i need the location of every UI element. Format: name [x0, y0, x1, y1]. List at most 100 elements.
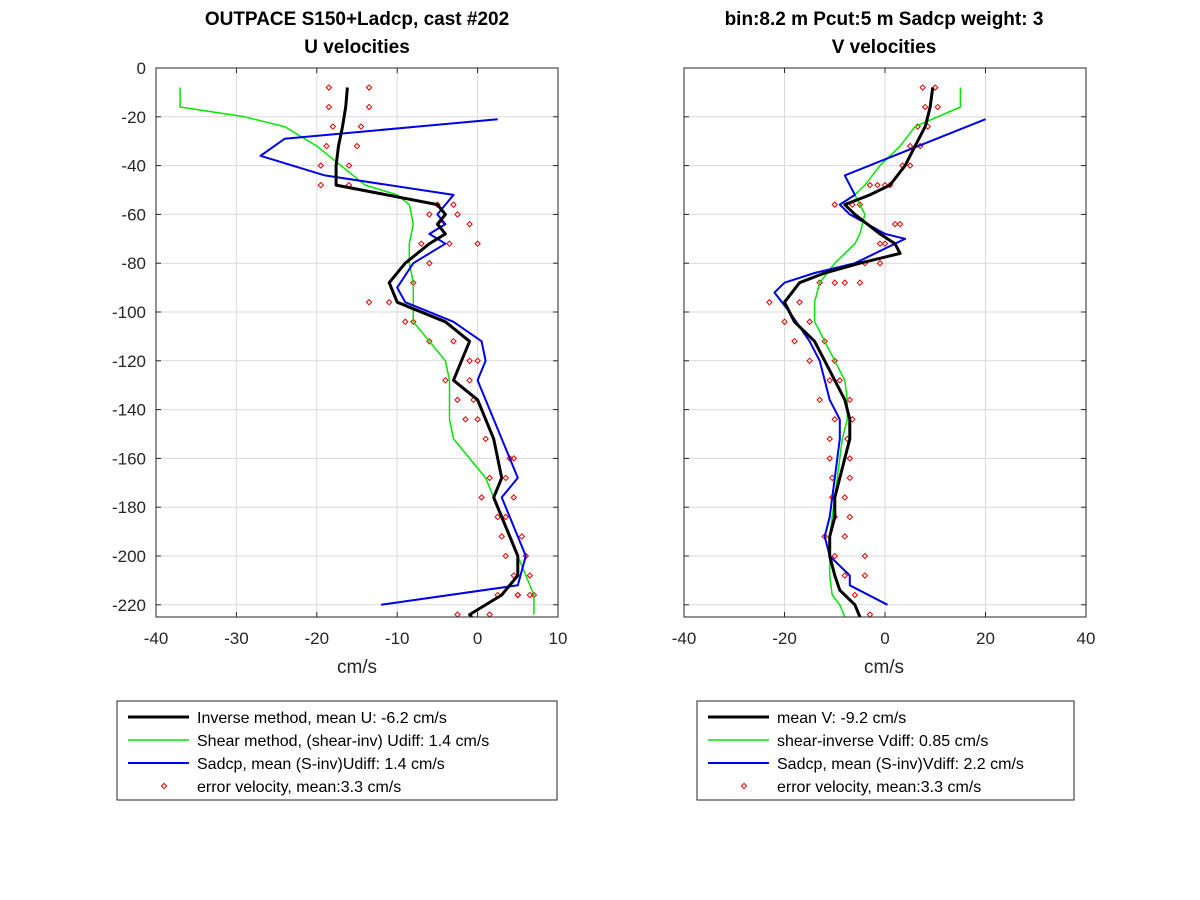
- u-y-tick-label: -40: [121, 157, 146, 176]
- u-x-axis-label: cm/s: [337, 657, 377, 678]
- v-error-marker: [881, 240, 889, 247]
- v-error-marker: [876, 259, 884, 267]
- v-error-marker: [876, 240, 884, 247]
- u-error-marker: [365, 298, 373, 306]
- v-x-tick-label: -40: [672, 629, 697, 648]
- u-error-marker: [323, 142, 330, 150]
- u-error-marker: [365, 103, 373, 111]
- v-error-marker: [831, 552, 839, 560]
- u-legend-label-inverse: Inverse method, mean U: -6.2 cm/s: [197, 710, 447, 727]
- v-error-marker: [806, 357, 813, 365]
- v-error-marker: [856, 279, 864, 287]
- u-plot-area: [156, 68, 558, 617]
- u-y-tick-label: -20: [121, 108, 146, 127]
- u-legend-label-sadcp: Sadcp, mean (S-inv)Udiff: 1.4 cm/s: [197, 756, 445, 773]
- u-y-tick-label: -200: [112, 547, 146, 566]
- u-error-marker: [450, 337, 457, 345]
- u-error-marker: [325, 84, 333, 91]
- v-error-marker: [826, 435, 834, 443]
- u-legend-box: [116, 700, 558, 801]
- u-y-tick-label: -100: [112, 303, 146, 322]
- v-error-marker: [851, 591, 859, 599]
- v-legend: mean V: -9.2 cm/s shear-inverse Vdiff: 0.…: [696, 700, 1075, 801]
- v-error-marker: [856, 201, 864, 208]
- u-axes-box: [155, 67, 559, 618]
- v-plot-subtitle: V velocities: [832, 37, 937, 58]
- u-error-marker: [466, 220, 473, 228]
- u-x-tick-label: -20: [305, 629, 330, 648]
- u-error-marker: [486, 474, 493, 482]
- u-y-tick-label: -140: [112, 401, 146, 420]
- u-error-marker: [502, 552, 510, 560]
- u-y-tick-label: 0: [137, 59, 146, 78]
- u-error-marker: [486, 611, 493, 617]
- v-error-marker: [766, 298, 773, 306]
- u-error-marker: [474, 240, 481, 247]
- u-plot-title: OUTPACE S150+Ladcp, cast #202: [205, 9, 509, 30]
- v-error-marker: [841, 494, 849, 501]
- v-error-marker: [861, 552, 869, 560]
- v-error-marker: [866, 611, 874, 617]
- v-error-marker: [846, 513, 854, 521]
- v-error-marker: [836, 377, 844, 384]
- v-legend-swatch-error: [740, 782, 748, 790]
- u-y-tick-label: -120: [112, 352, 146, 371]
- v-error-marker: [846, 455, 854, 462]
- v-error-marker: [874, 181, 881, 189]
- u-error-marker: [526, 591, 534, 599]
- u-legend-swatch-error: [160, 782, 168, 790]
- u-error-marker: [514, 591, 522, 599]
- u-error-marker: [502, 513, 510, 521]
- v-data-layer: [766, 84, 986, 617]
- v-x-tick-label: -20: [772, 629, 797, 648]
- u-error-marker: [317, 181, 325, 189]
- u-data-layer: [179, 84, 538, 617]
- v-error-marker: [841, 572, 849, 579]
- v-error-marker: [831, 357, 839, 365]
- u-error-marker: [466, 357, 473, 365]
- u-error-marker: [454, 611, 461, 617]
- v-error-marker: [841, 533, 849, 540]
- u-error-marker: [426, 211, 433, 218]
- u-error-marker: [482, 435, 489, 443]
- v-error-marker: [831, 201, 839, 208]
- v-error-marker: [781, 318, 788, 326]
- v-error-marker: [919, 84, 926, 91]
- u-y-tick-label: -60: [121, 205, 146, 224]
- v-error-marker: [921, 103, 929, 111]
- v-x-tick-label: 0: [880, 629, 889, 648]
- v-error-marker: [831, 279, 839, 287]
- u-error-marker: [418, 240, 425, 247]
- u-error-marker: [426, 337, 433, 345]
- u-error-marker: [442, 377, 449, 384]
- u-y-tick-label: -180: [112, 498, 146, 517]
- u-error-marker: [474, 357, 481, 365]
- v-legend-label-sadcp: Sadcp, mean (S-inv)Vdiff: 2.2 cm/s: [777, 756, 1024, 773]
- u-error-marker: [498, 533, 506, 540]
- u-error-marker: [454, 211, 461, 218]
- u-sadcp-line: [259, 118, 527, 606]
- v-error-marker: [931, 84, 939, 91]
- u-error-marker: [466, 377, 473, 384]
- v-error-marker: [861, 572, 869, 579]
- u-error-marker: [385, 298, 393, 306]
- u-error-marker: [345, 162, 353, 169]
- u-velocity-panel: OUTPACE S150+Ladcp, cast #202 U velociti…: [112, 9, 567, 801]
- v-x-axis-label: cm/s: [864, 657, 904, 678]
- v-error-marker: [906, 162, 914, 169]
- u-error-marker: [329, 123, 337, 130]
- v-x-tick-label: 40: [1077, 629, 1096, 648]
- v-error-marker: [866, 181, 874, 189]
- v-velocity-panel: bin:8.2 m Pcut:5 m Sadcp weight: 3 V vel…: [672, 9, 1096, 801]
- v-error-marker: [846, 396, 854, 404]
- u-error-marker: [494, 513, 502, 521]
- u-y-tick-label: -80: [121, 254, 146, 273]
- u-error-marker: [502, 474, 510, 482]
- u-x-tick-label: -30: [224, 629, 249, 648]
- u-error-marker: [325, 103, 333, 111]
- v-x-tick-label: 20: [976, 629, 995, 648]
- u-error-marker: [317, 162, 325, 169]
- u-error-marker: [446, 240, 453, 247]
- u-error-marker: [526, 572, 534, 579]
